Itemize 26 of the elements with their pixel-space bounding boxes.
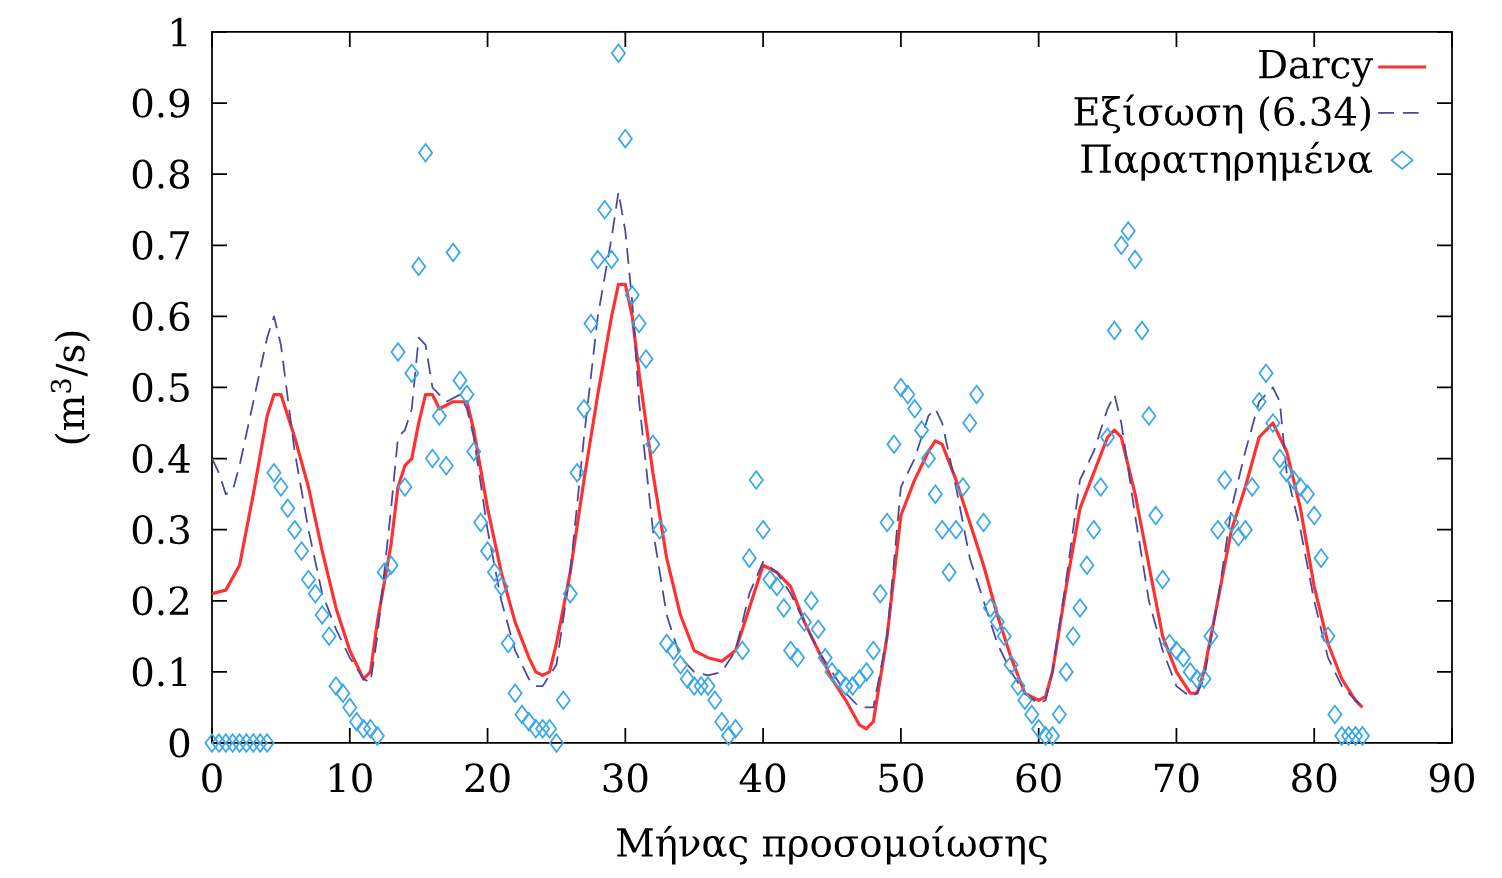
y-tick-label: 0.9 <box>132 88 190 118</box>
y-tick-label: 0.6 <box>132 301 190 332</box>
y-tick-label: 0 <box>169 728 190 758</box>
legend-label: Εξίσωση (6.34) <box>1074 94 1370 134</box>
y-tick-label: 0.4 <box>132 443 190 474</box>
y-tick-label: 0.5 <box>132 372 189 403</box>
x-tick-label: 60 <box>1016 763 1061 793</box>
x-tick-label: 50 <box>879 763 923 793</box>
x-tick-label: 30 <box>603 763 648 793</box>
y-tick-label: 0.3 <box>132 515 189 545</box>
x-tick-label: 70 <box>1155 763 1199 793</box>
x-tick-label: 80 <box>1292 763 1337 793</box>
y-tick-label: 0.1 <box>132 657 187 687</box>
y-axis-title: (m$^{3}$/s) <box>50 331 91 444</box>
x-tick-label: 20 <box>465 763 510 793</box>
x-axis-title: Μήνας προσομοίωσης <box>617 825 1047 865</box>
x-tick-label: 40 <box>739 763 786 793</box>
x-tick-label: 90 <box>1429 763 1475 793</box>
legend-label: Παρατηρημένα <box>1081 141 1373 181</box>
y-tick-label: 1 <box>171 17 187 47</box>
y-tick-label: 0.2 <box>132 586 188 616</box>
y-tick-label: 0.7 <box>132 230 189 260</box>
legend-label: Darcy <box>1259 50 1373 87</box>
x-tick-label: 0 <box>202 763 222 793</box>
y-tick-label: 0.8 <box>132 159 190 189</box>
x-tick-label: 10 <box>329 763 372 793</box>
